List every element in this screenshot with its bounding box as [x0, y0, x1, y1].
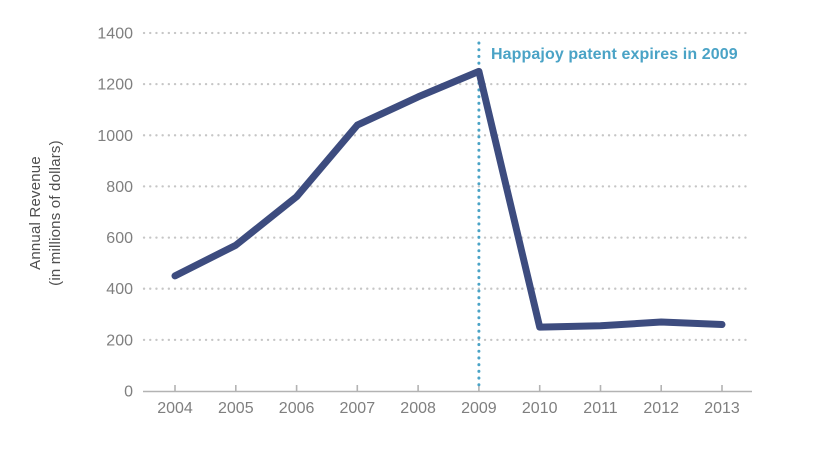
patent-expiry-annotation: Happajoy patent expires in 2009	[491, 46, 738, 63]
y-tick-label: 800	[106, 179, 133, 196]
y-tick-label: 1200	[97, 77, 133, 94]
revenue-data-line	[171, 67, 726, 331]
y-tick-label: 1400	[97, 26, 133, 43]
x-tick-label: 2008	[400, 400, 436, 417]
x-tick-label: 2009	[461, 400, 497, 417]
x-tick-label: 2005	[218, 400, 254, 417]
x-tick-label: 2007	[340, 400, 376, 417]
x-tick-label: 2012	[643, 400, 679, 417]
x-tick-label: 2010	[522, 400, 558, 417]
y-tick-label: 600	[106, 230, 133, 247]
y-tick-label: 200	[106, 332, 133, 349]
y-tick-label: 400	[106, 281, 133, 298]
y-tick-label: 1000	[97, 128, 133, 145]
x-tick-label: 2006	[279, 400, 315, 417]
x-tick-label: 2013	[704, 400, 740, 417]
x-tick-label: 2004	[157, 400, 193, 417]
x-tick-label: 2011	[583, 400, 618, 417]
y-tick-label: 0	[124, 384, 133, 401]
